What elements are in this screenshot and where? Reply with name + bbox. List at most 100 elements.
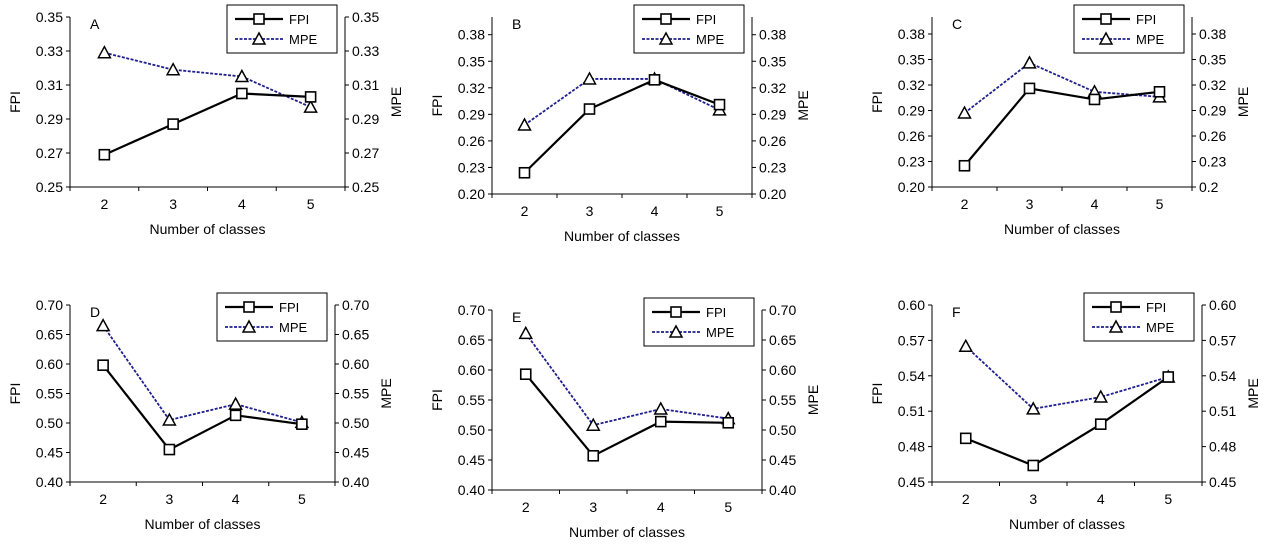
data-point [303,99,318,113]
left-tick-label: 0.33 [36,43,63,59]
data-point [519,368,532,381]
right-tick-label: 0.27 [352,145,379,161]
right-tick-label: 0.54 [1209,368,1236,384]
legend-square-marker [660,13,672,25]
left-tick-label: 0.29 [36,111,63,127]
panel-label: F [952,304,961,320]
legend-triangle-marker [1098,31,1114,45]
left-tick-label: 0.55 [36,386,63,402]
data-point [582,71,597,85]
right-tick-label: 0.31 [352,77,379,93]
left-tick-label: 0.60 [898,297,925,313]
x-tick-label: 3 [169,196,177,212]
panel-label: D [90,304,100,320]
data-point [1094,418,1107,430]
series-line [102,364,303,451]
x-tick-label: 2 [100,196,108,212]
data-point [95,318,111,332]
right-tick-label: 0.40 [342,474,369,490]
left-tick-label: 0.25 [36,179,63,195]
panel-b: 0.20 0.23 0.26 0.29 0.32 0.35 0.38 0.20 0.23 0.26… [429,4,811,244]
panel-d: 0.40 0.45 0.50 0.55 0.60 0.65 0.70 0.40 0.45 0.50… [7,292,394,532]
data-point [1153,86,1166,98]
x-tick-label: 2 [521,203,529,219]
series-line [524,373,729,458]
left-tick-label: 0.38 [458,27,485,43]
right-tick-label: 0.60 [342,356,369,372]
panel-a: 0.25 0.27 0.29 0.31 0.33 0.35 0.25 0.27 0.29 0.31… [7,4,404,237]
x-axis-title: Number of classes [1004,221,1120,237]
left-tick-label: 0.40 [36,474,63,490]
left-tick-label: 0.57 [898,332,925,348]
right-tick-label: 0.55 [342,386,369,402]
left-tick-label: 0.23 [898,154,925,170]
data-point [229,409,242,422]
left-tick-label: 0.65 [36,327,63,343]
data-point [1025,401,1041,415]
left-axis-title: FPI [869,383,885,405]
data-point [98,148,111,161]
series-line [963,87,1160,167]
x-tick-label: 5 [716,203,724,219]
x-tick-label: 5 [298,491,306,507]
series-line [965,376,1169,467]
data-point [587,449,600,462]
left-tick-label: 0.45 [458,452,485,468]
series-line [102,325,303,424]
series-mpe [97,45,318,113]
data-point [296,418,308,430]
legend-label: FPI [1136,12,1156,27]
left-axis-title: FPI [429,95,445,117]
right-tick-label: 0.38 [759,27,786,43]
x-tick-label: 5 [307,196,315,212]
left-tick-label: 0.35 [36,9,63,25]
legend-label: MPE [1136,32,1165,47]
data-point [654,415,667,428]
right-tick-label: 0.57 [1209,332,1236,348]
legend-label: MPE [1146,320,1175,335]
left-tick-label: 0.65 [458,332,485,348]
legend-box [1083,292,1195,342]
series-fpi [959,371,1175,472]
legend-square-marker [253,13,265,25]
right-tick-label: 0.45 [342,445,369,461]
data-point [1023,82,1036,95]
right-tick-label: 0.65 [769,332,796,348]
legend: FPI MPE [216,292,328,342]
legend-box [643,297,755,347]
x-tick-label: 5 [1156,196,1164,212]
legend: FPI MPE [643,297,755,347]
left-tick-label: 0.70 [36,297,63,313]
x-tick-label: 4 [1091,196,1099,212]
x-tick-label: 3 [1026,196,1034,212]
panel-label: A [90,16,100,32]
left-tick-label: 0.50 [458,422,485,438]
left-tick-label: 0.27 [36,145,63,161]
data-point [236,87,248,100]
right-tick-label: 0.50 [769,422,796,438]
series-line [965,345,1169,410]
legend-label: FPI [289,12,309,27]
data-point [228,396,243,410]
left-tick-label: 0.55 [458,392,485,408]
x-tick-label: 3 [165,491,173,507]
right-tick-label: 0.70 [342,297,369,313]
right-axis-title: MPE [795,90,811,120]
panel-f: 0.45 0.48 0.51 0.54 0.57 0.60 0.45 0.48 0.51 0.54… [869,292,1261,532]
data-point [163,443,176,456]
left-tick-label: 0.45 [898,474,925,490]
data-point [653,401,669,415]
data-point [234,68,250,83]
legend: FPI MPE [226,4,338,54]
data-point [1162,371,1175,383]
left-axis-title: FPI [869,91,885,113]
x-tick-label: 3 [589,499,597,515]
panel-label: C [952,16,962,32]
x-tick-label: 4 [1097,491,1105,507]
panel-e: 0.40 0.45 0.50 0.55 0.60 0.65 0.70 0.40 0.45 0.50… [429,297,821,540]
right-tick-label: 0.70 [769,302,796,318]
panel-c: 0.20 0.23 0.26 0.29 0.32 0.35 0.38 0.2 0.23 0.26 0… [869,4,1251,237]
legend: FPI MPE [1073,4,1185,54]
